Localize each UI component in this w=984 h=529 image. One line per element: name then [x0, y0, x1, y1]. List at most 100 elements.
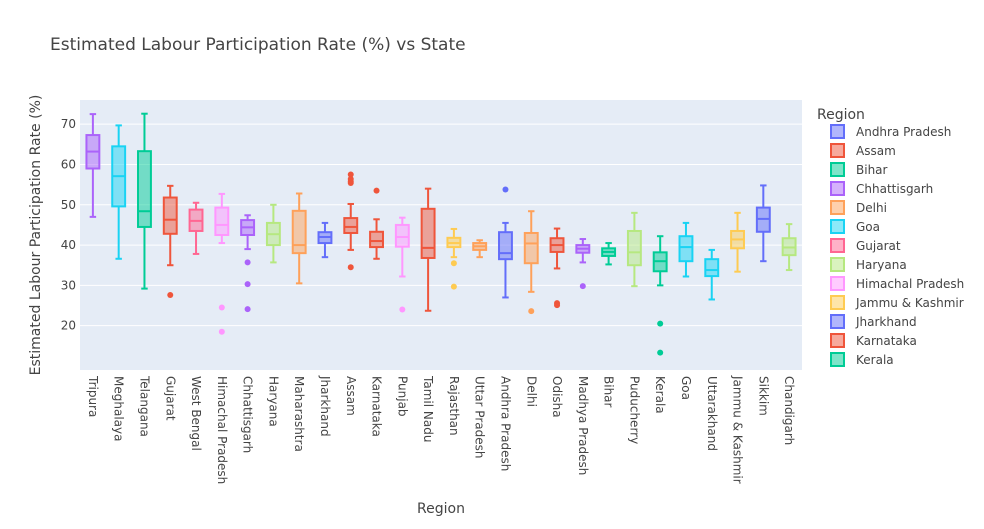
x-tick-label: Andhra Pradesh: [498, 376, 512, 471]
box-trace-7: [265, 203, 281, 264]
x-tick-label: Sikkim: [756, 376, 770, 416]
box-trace-21: [626, 211, 642, 288]
legend-item: Kerala: [830, 352, 894, 367]
box-trace-10: [343, 171, 359, 271]
box-iqr: [498, 231, 513, 261]
x-tick-label: Uttarakhand: [705, 376, 719, 451]
legend-item: Chhattisgarh: [830, 181, 933, 196]
x-tick-label: Punjab: [395, 376, 409, 417]
box-trace-18: [549, 227, 565, 309]
box-trace-25: [730, 211, 745, 273]
legend-swatch: [830, 333, 845, 348]
legend-swatch: [830, 124, 845, 139]
outlier-point: [167, 292, 174, 299]
legend-item: Delhi: [830, 200, 887, 215]
x-tick-label: Goa: [679, 376, 693, 400]
x-tick-label: Chandigarh: [782, 376, 796, 445]
y-tick-label: 20: [61, 319, 76, 333]
x-tick-label: Haryana: [266, 376, 280, 427]
x-tick-label: Bihar: [602, 376, 616, 408]
box-trace-17: [523, 210, 539, 315]
outlier-point: [657, 320, 664, 327]
box-iqr: [704, 258, 720, 278]
x-tick-label: Himachal Pradesh: [215, 376, 229, 484]
legend-swatch: [830, 219, 845, 234]
legend-title: Region: [817, 107, 865, 123]
box-trace-1: [111, 124, 127, 260]
outlier-point: [347, 180, 354, 187]
outlier-point: [450, 260, 457, 267]
box-trace-22: [652, 235, 668, 356]
x-axis-ticks: Tripura Meghalaya Telangana Gujarat West Ben…: [86, 375, 796, 484]
outlier-point: [218, 328, 225, 335]
outlier-point: [399, 306, 406, 313]
box-trace-12: [394, 216, 410, 313]
legend-swatch: [830, 276, 845, 291]
legend-swatch: [830, 143, 845, 158]
box-trace-20: [601, 242, 617, 266]
x-tick-label: Meghalaya: [112, 376, 126, 441]
x-axis-title: Region: [417, 501, 465, 517]
outlier-point: [502, 186, 509, 193]
legend-label: Chhattisgarh: [856, 182, 933, 196]
y-tick-label: 70: [61, 117, 76, 131]
legend-item: Jharkhand: [830, 314, 917, 329]
y-axis-ticks: 20 30 40 50 60 70: [61, 117, 76, 332]
box-trace-9: [317, 221, 333, 259]
box-trace-14: [446, 227, 462, 290]
x-tick-label: Maharashtra: [292, 376, 306, 452]
outlier-point: [528, 308, 535, 315]
outlier-point: [347, 264, 354, 271]
box-trace-8: [291, 192, 307, 285]
y-tick-label: 30: [61, 278, 76, 292]
y-tick-label: 40: [61, 238, 76, 252]
gridlines: [80, 123, 802, 327]
legend-items: Andhra Pradesh Assam Bihar Chhattisgarh Delh…: [830, 124, 964, 367]
legend: Region Andhra Pradesh Assam Bihar Chhattisg…: [817, 107, 964, 367]
legend-label: Karnataka: [856, 334, 917, 348]
legend-label: Delhi: [856, 201, 887, 215]
legend-swatch: [830, 238, 845, 253]
outlier-point: [657, 349, 664, 356]
legend-label: Bihar: [856, 163, 888, 177]
boxes: [85, 112, 797, 356]
x-tick-label: Madhya Pradesh: [576, 376, 590, 475]
outlier-point: [347, 171, 354, 178]
legend-label: Himachal Pradesh: [856, 277, 964, 291]
x-tick-label: Tamil Nadu: [421, 375, 435, 442]
box-iqr: [420, 207, 436, 259]
legend-item: Assam: [830, 143, 896, 158]
legend-label: Jammu & Kashmir: [855, 296, 964, 310]
box-iqr: [523, 231, 539, 265]
legend-item: Haryana: [830, 257, 907, 272]
x-tick-label: Delhi: [524, 376, 538, 407]
x-tick-label: Tripura: [86, 375, 100, 417]
x-tick-label: West Bengal: [189, 376, 203, 451]
legend-label: Haryana: [856, 258, 907, 272]
box-trace-16: [498, 186, 513, 299]
box-trace-0: [85, 113, 101, 218]
outlier-point: [450, 283, 457, 290]
box-trace-15: [472, 239, 488, 259]
box-iqr: [291, 209, 307, 255]
box-iqr: [678, 235, 694, 263]
x-tick-label: Kerala: [653, 376, 667, 414]
outlier-point: [579, 283, 586, 290]
x-tick-label: Puducherry: [627, 376, 641, 444]
x-tick-label: Gujarat: [163, 376, 177, 421]
x-tick-label: Telangana: [137, 375, 151, 437]
legend-label: Assam: [856, 144, 896, 158]
x-tick-label: Chhattisgarh: [241, 376, 255, 453]
y-tick-label: 50: [61, 198, 76, 212]
legend-item: Goa: [830, 219, 880, 234]
outlier-point: [218, 304, 225, 311]
plot-background: [80, 100, 802, 370]
legend-swatch: [830, 162, 845, 177]
box-trace-11: [369, 187, 384, 260]
legend-swatch: [830, 200, 845, 215]
legend-swatch: [830, 352, 845, 367]
box-iqr: [626, 229, 642, 267]
outlier-point: [554, 302, 561, 309]
x-tick-label: Odisha: [550, 376, 564, 418]
